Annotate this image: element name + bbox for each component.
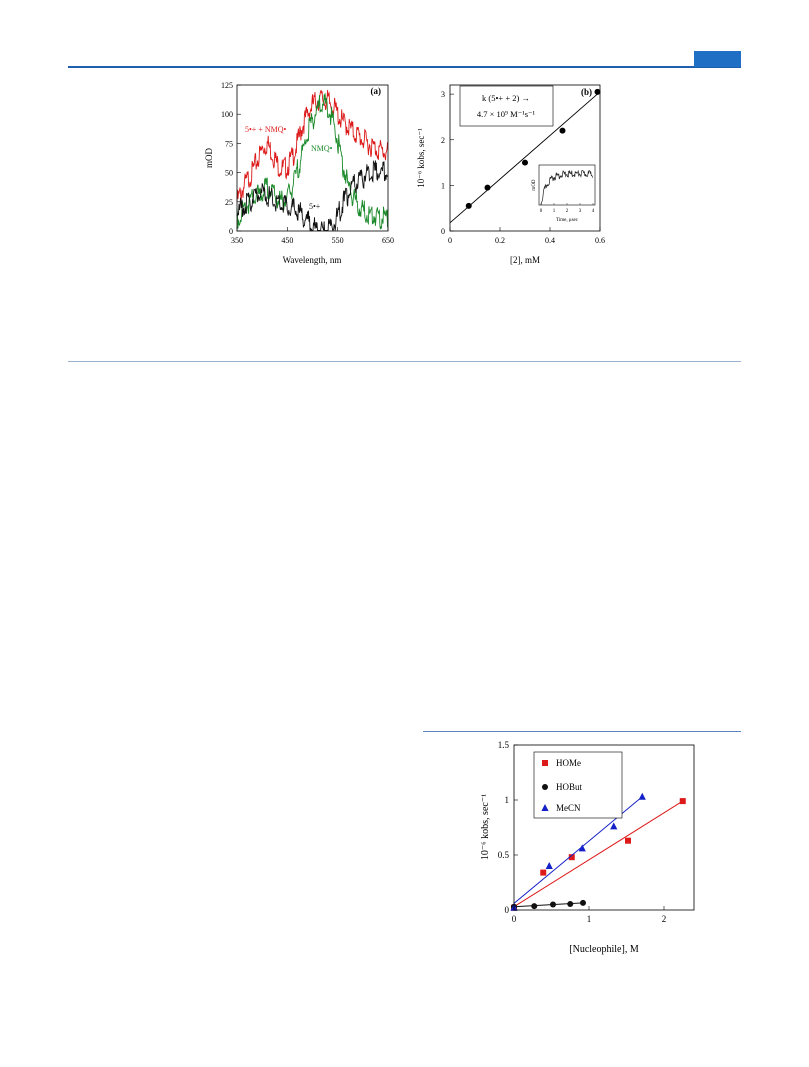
chart-b-xtick-label: 0 bbox=[448, 236, 452, 245]
chart-a-frame bbox=[236, 84, 389, 232]
chart-a-ytick-label: 25 bbox=[225, 198, 233, 207]
rate-constant-box bbox=[459, 85, 554, 127]
annotation-green-trace: NMQ• bbox=[311, 144, 333, 153]
legend-marker bbox=[541, 804, 549, 811]
chart-a-spectra: 350 450 550 650 0 25 50 75 100 125 (a) Wavelength… bbox=[204, 81, 394, 265]
chart-a-panel-label: (a) bbox=[371, 86, 382, 96]
chart-c-ytick-label: 1 bbox=[505, 795, 510, 805]
chart-b-frame bbox=[449, 84, 601, 232]
header-tab bbox=[694, 51, 741, 67]
rate-constant-line1: k (5•+ + 2) → bbox=[482, 93, 530, 103]
inset-xtick-label: 4 bbox=[592, 209, 595, 214]
annotation-red-trace: 5•+ + NMQ• bbox=[245, 125, 286, 134]
inset-xlabel: Time, μsec bbox=[556, 218, 579, 223]
chart-b-kinetics: 0 0.2 0.4 0.6 0 1 2 3 (b) k (5•+ + 2) → 4.7 × 1… bbox=[416, 84, 605, 265]
chart-c-xtick-label: 1 bbox=[587, 914, 592, 924]
chart-b-xlabel: [2], mM bbox=[510, 255, 540, 265]
chart-b-panel-label: (b) bbox=[581, 87, 592, 97]
chart-c-point bbox=[567, 900, 574, 907]
chart-c-point bbox=[568, 854, 575, 861]
inset-xtick-label: 1 bbox=[553, 209, 556, 214]
chart-b-point bbox=[594, 88, 601, 95]
chart-a-ytick-label: 100 bbox=[221, 110, 233, 119]
chart-b-xtick-label: 0.6 bbox=[595, 236, 605, 245]
chart-a-xtick-label: 650 bbox=[382, 236, 394, 245]
chart-a-ytick-label: 50 bbox=[225, 169, 233, 178]
section-divider bbox=[68, 361, 741, 362]
chart-c-xlabel: [Nucleophile], M bbox=[569, 944, 639, 955]
chart-c-ytick-label: 0 bbox=[505, 905, 510, 915]
legend-label-hobut: HOBut bbox=[556, 782, 583, 792]
chart-a-xlabel: Wavelength, nm bbox=[283, 255, 342, 265]
chart-b-ylabel: 10⁻⁶ kobs, sec⁻¹ bbox=[416, 128, 426, 188]
chart-b-xtick-label: 0.4 bbox=[545, 236, 555, 245]
chart-a-xtick-label: 450 bbox=[281, 236, 293, 245]
chart-c-point bbox=[545, 862, 553, 869]
chart-c-fit-line bbox=[513, 800, 684, 908]
chart-c-point bbox=[550, 901, 556, 908]
chart-a-xtick-label: 350 bbox=[231, 236, 243, 245]
chart-b-point bbox=[465, 202, 472, 209]
chart-b-ytick-label: 0 bbox=[441, 227, 445, 236]
chart-a-ytick-label: 75 bbox=[225, 139, 233, 148]
chart-a-series-line bbox=[236, 89, 388, 202]
inset-xtick-label: 2 bbox=[566, 209, 569, 214]
chart-c-nucleophile: 0 1 2 0 0.5 1 1.5 [Nucleophile], M 10⁻⁶ kobs, … bbox=[480, 740, 695, 955]
chart-b-ytick-label: 2 bbox=[441, 136, 445, 145]
chart-b-point bbox=[484, 184, 491, 191]
chart-a-series-line bbox=[236, 93, 388, 230]
chart-c-frame bbox=[513, 744, 695, 911]
chart-c-xtick-label: 2 bbox=[662, 914, 667, 924]
figure-divider bbox=[423, 731, 741, 732]
chart-c-ylabel: 10⁻⁶ kobs, sec⁻¹ bbox=[480, 794, 491, 860]
legend-label-homе: HOMe bbox=[556, 758, 581, 768]
chart-c-point bbox=[540, 869, 547, 876]
chart-c-point bbox=[638, 792, 646, 800]
header-rule bbox=[68, 66, 741, 68]
chart-c-ytick-label: 0.5 bbox=[498, 850, 510, 860]
chart-c-point bbox=[580, 899, 586, 906]
chart-c-point bbox=[610, 822, 618, 830]
chart-c-ytick-label: 1.5 bbox=[498, 740, 510, 750]
inset-xtick-label: 3 bbox=[579, 209, 582, 214]
chart-b-point bbox=[559, 127, 566, 134]
rate-constant-line2: 4.7 × 10⁹ M⁻¹s⁻¹ bbox=[477, 109, 536, 119]
inset-ylabel: mOD bbox=[532, 179, 537, 191]
chart-a-ytick-label: 0 bbox=[229, 227, 233, 236]
chart-a-xtick-label: 550 bbox=[332, 236, 344, 245]
chart-a-ytick-label: 125 bbox=[221, 81, 233, 90]
chart-c-point bbox=[578, 844, 586, 852]
chart-c-legend: HOMe HOBut MeCN bbox=[533, 751, 623, 819]
chart-b-xtick-label: 0.2 bbox=[495, 236, 505, 245]
legend-label-mecn: MeCN bbox=[556, 803, 581, 813]
chart-b-fit-line bbox=[449, 91, 601, 224]
legend-marker bbox=[542, 784, 548, 790]
annotation-black-trace: 5•+ bbox=[309, 202, 321, 211]
chart-c-point bbox=[679, 798, 686, 805]
inset-trace bbox=[540, 169, 593, 206]
chart-a-ylabel: mOD bbox=[204, 148, 214, 169]
chart-c-point bbox=[531, 903, 538, 910]
chart-b-ytick-label: 3 bbox=[441, 90, 445, 99]
chart-b-point bbox=[522, 159, 528, 166]
chart-c-xtick-label: 0 bbox=[512, 914, 517, 924]
chart-c-point bbox=[625, 837, 631, 844]
chart-b-ytick-label: 1 bbox=[441, 181, 445, 190]
legend-marker bbox=[542, 760, 548, 766]
inset-xtick-label: 0 bbox=[540, 209, 543, 214]
chart-a-series-line bbox=[236, 159, 388, 232]
